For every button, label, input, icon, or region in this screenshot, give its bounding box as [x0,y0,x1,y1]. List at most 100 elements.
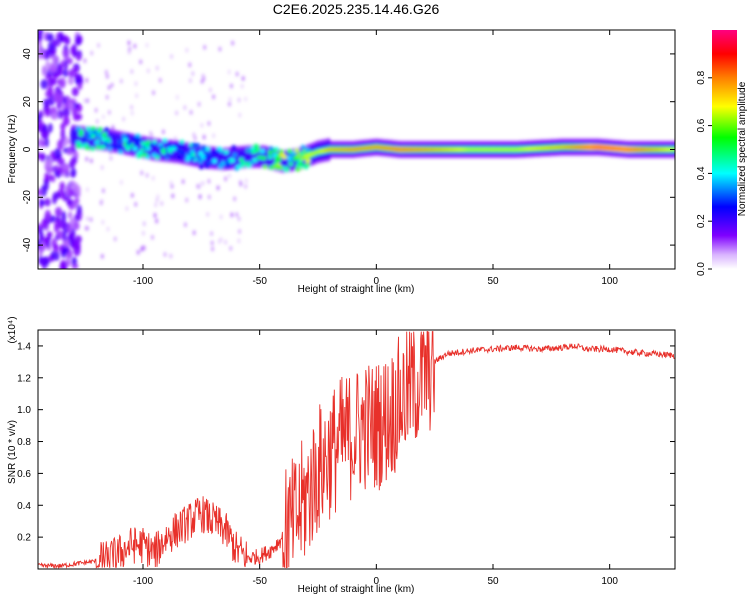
spectrogram-noise-blob [71,43,77,55]
spectrogram-noise-blob [192,132,196,138]
y-tick-label: 1.2 [17,373,31,384]
spectrogram-ridge-blob [232,152,238,158]
spectrogram-noise-blob [63,239,70,249]
spectrogram-noise-blob [73,244,81,257]
spectrogram-noise-blob [185,197,189,203]
spectrogram-noise-blob [188,78,192,84]
spectrogram-ridge-blob [220,160,226,166]
snr-x-ticks: -100 -50 0 50 100 [133,330,618,587]
spectrogram-noise-blob [145,172,149,178]
spectrogram-noise-blob [40,139,45,148]
spectrogram-noise-blob [101,114,105,120]
spectrogram-noise-blob [227,69,231,75]
spectrogram-noise-blob [244,96,248,102]
spectrogram-ridge-blob [75,144,81,149]
spectrogram-noise-blob [211,246,215,252]
spectrogram-noise-blob [193,135,197,141]
spectrogram-noise-blob [105,73,109,79]
spectrogram-noise-blob [38,151,41,161]
spectrogram-noise-blob [238,228,242,234]
spectrogram-ridge-blob [230,158,236,163]
spectrogram-ridge-blob [82,137,88,143]
y-tick-label: 1.4 [17,341,31,352]
spectrogram-noise-blob [73,66,79,74]
spectrogram-ridge-blob [178,143,184,148]
spectrogram-noise-blob [235,212,239,218]
spectrogram-noise-blob [61,163,70,174]
spectrogram-blobs [38,30,675,269]
spectrogram-noise-blob [55,94,64,104]
spectrogram-ridge-blob [272,148,278,153]
y-tick-label: -40 [22,237,33,252]
y-tick-label: 0.2 [17,533,31,544]
spectrogram-noise-blob [90,50,94,56]
spectrogram-noise-blob [202,134,206,140]
spectrogram-noise-blob [70,171,76,178]
spectrogram-noise-blob [56,109,64,119]
spectrogram-noise-blob [200,122,204,128]
spectrogram-noise-blob [62,108,70,118]
snr-y-ticks: 0.2 0.4 0.6 0.8 1.0 1.2 1.4 [17,341,675,544]
figure-title: C2E6.2025.235.14.46.G26 [273,1,440,17]
spectrogram-noise-blob [73,114,80,121]
spectrogram-noise-blob [227,173,231,179]
spectrogram-noise-blob [210,240,214,246]
spectrogram-noise-blob [44,197,51,207]
spectrogram-noise-blob [229,245,233,251]
spectrogram-noise-blob [73,221,80,231]
spectrogram-ridge-blob [268,165,274,170]
spectrogram-noise-blob [154,202,158,208]
spectrogram-noise-blob [85,187,89,193]
spectrogram-noise-blob [76,54,82,61]
spectrogram-ridge-blob [135,136,141,142]
spectrogram-noise-blob [43,98,50,107]
spectrogram-noise-blob [66,198,73,206]
spectrogram-noise-blob [224,239,228,245]
spectrogram-noise-blob [99,200,103,206]
spectrogram-noise-blob [122,116,126,122]
spectrogram-ridge-blob [125,133,131,138]
spectrogram-y-axis-label: Frequency (Hz) [7,115,18,184]
spectrogram-noise-blob [185,47,189,53]
spectrogram-noise-blob [77,83,83,90]
x-tick-label: -100 [133,276,153,287]
spectrogram-noise-blob [113,236,117,242]
spectrogram-noise-blob [150,133,154,139]
snr-plot-area [38,330,675,569]
spectrogram-noise-blob [130,110,134,116]
spectrogram-noise-blob [38,141,41,148]
spectrogram-ridge-blob [305,158,311,163]
spectrogram-noise-blob [207,194,211,200]
spectrogram-ridge-blob [162,138,168,143]
spectrogram-noise-blob [181,179,185,185]
spectrogram-noise-blob [60,122,66,131]
spectrogram-noise-blob [183,105,187,111]
spectrogram-noise-blob [85,216,89,222]
spectrogram-noise-blob [140,170,144,176]
spectrogram-noise-blob [238,112,242,118]
spectrogram-ridge-blob [90,126,96,131]
spectrogram-ridge-blob [137,150,143,155]
colorbar-tick-label: 0.4 [696,166,707,180]
spectrogram-ridge-blob [195,143,201,148]
spectrogram-noise-blob [119,179,123,185]
spectrogram-ridge-blob [186,151,192,157]
spectrogram-ridge-blob [171,146,177,151]
spectrogram-ridge-blob [204,155,210,160]
spectrogram-ridge-blob [191,142,197,147]
spectrogram-ridge-blob [303,165,309,170]
x-tick-label: 50 [487,576,499,587]
spectrogram-noise-blob [208,87,212,93]
spectrogram-noise-blob [44,172,50,182]
spectrogram-noise-blob [46,33,54,42]
spectrogram-ridge-blob [75,140,81,146]
spectrogram-noise-blob [158,77,162,83]
spectrogram-noise-blob [38,248,43,258]
spectrogram-noise-blob [62,115,70,126]
colorbar: 0.0 0.2 0.4 0.6 0.8 Normalized spectral ampl… [696,30,748,276]
spectrogram-noise-blob [63,68,68,78]
spectrogram-ridge-blob [90,146,96,152]
x-tick-label: -100 [133,576,153,587]
spectrogram-ridge-blob [190,152,196,158]
